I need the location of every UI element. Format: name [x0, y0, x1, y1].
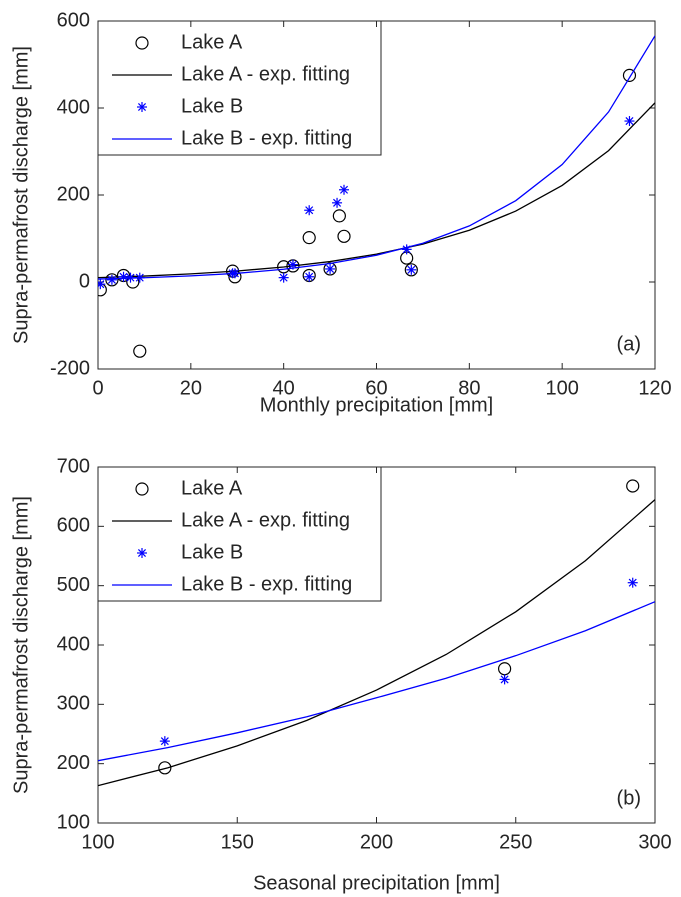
- y-axis-label: Supra-permafrost discharge [mm]: [10, 46, 32, 344]
- circle-marker: [302, 231, 316, 245]
- circle-marker: [332, 209, 346, 223]
- x-tick-label: 60: [365, 377, 387, 399]
- y-tick-label: 100: [57, 811, 90, 833]
- star-stroke: [98, 280, 105, 288]
- y-tick-label: 400: [57, 633, 90, 655]
- x-tick-label: 100: [545, 377, 578, 399]
- legend-label: Lake A: [181, 31, 243, 53]
- star-stroke: [628, 578, 637, 587]
- y-axis-label: Supra-permafrost discharge [mm]: [10, 496, 32, 794]
- x-tick-label: 250: [499, 831, 532, 853]
- star-marker: [304, 271, 315, 282]
- star-stroke: [305, 206, 314, 215]
- legend-label: Lake B - exp. fitting: [181, 573, 352, 595]
- y-tick-label: 600: [57, 515, 90, 537]
- circle-marker: [498, 662, 512, 676]
- legend-label: Lake A - exp. fitting: [181, 63, 350, 85]
- star-marker: [332, 197, 343, 208]
- star-stroke: [160, 737, 169, 746]
- fit-line: [98, 102, 655, 279]
- star-stroke: [279, 273, 288, 282]
- circle-marker: [622, 68, 637, 82]
- legend-box: [97, 20, 382, 156]
- star-marker: [325, 263, 336, 274]
- star-stroke: [500, 675, 509, 684]
- star-stroke: [407, 265, 416, 274]
- x-axis-label: Seasonal precipitation [mm]: [253, 872, 500, 894]
- x-tick-label: 40: [273, 377, 295, 399]
- x-tick-label: 200: [360, 831, 393, 853]
- circle-marker: [404, 263, 418, 277]
- legend-label: Lake B - exp. fitting: [181, 127, 352, 149]
- x-tick-label: 0: [92, 377, 103, 399]
- legend-marker: [135, 36, 149, 50]
- star-marker: [401, 244, 412, 255]
- annotation: (b): [617, 787, 641, 809]
- star-marker: [98, 279, 106, 290]
- plot: [98, 479, 655, 787]
- star-stroke: [625, 117, 634, 126]
- x-tick-label: 20: [180, 377, 202, 399]
- star-stroke: [137, 548, 147, 558]
- star-stroke: [288, 260, 297, 269]
- y-tick-label: 500: [57, 574, 90, 596]
- star-stroke: [326, 264, 335, 273]
- circle-marker: [105, 273, 119, 287]
- circle-marker: [626, 479, 640, 493]
- x-tick-label: 80: [458, 377, 480, 399]
- star-stroke: [137, 102, 147, 112]
- legend-marker: [135, 482, 149, 496]
- star-marker: [499, 674, 510, 685]
- legend-label: Lake A: [181, 477, 243, 499]
- x-axis-label: Monthly precipitation [mm]: [260, 394, 493, 416]
- legend: Lake A Lake A - exp. fitting Lake B Lake B …: [97, 466, 382, 602]
- star-marker: [406, 264, 417, 275]
- star-marker: [137, 548, 147, 558]
- fit-line: [98, 35, 655, 280]
- star-marker: [627, 577, 638, 588]
- star-stroke: [339, 185, 349, 194]
- panel: 100 150 200 250 300 100 200 300 400 500 600 700 Seas…: [10, 455, 671, 894]
- y-tick-label: 700: [57, 455, 90, 477]
- legend-label: Lake B: [181, 95, 243, 117]
- legend-label: Lake A - exp. fitting: [181, 509, 350, 531]
- star-marker: [106, 274, 117, 285]
- star-marker: [339, 184, 350, 195]
- legend-label: Lake B: [181, 541, 243, 563]
- star-marker: [137, 102, 147, 112]
- fit-line: [98, 601, 655, 762]
- star-stroke: [119, 272, 128, 281]
- y-tick-label: 200: [57, 752, 90, 774]
- star-marker: [159, 736, 170, 747]
- star-stroke: [333, 198, 342, 207]
- star-marker: [278, 272, 289, 283]
- y-tick-label: 200: [57, 183, 90, 205]
- y-tick-label: 300: [57, 693, 90, 715]
- x-tick-label: 100: [81, 831, 114, 853]
- x-tick-label: 120: [638, 377, 671, 399]
- y-tick-label: 0: [79, 270, 90, 292]
- star-marker: [304, 205, 315, 216]
- plot: [98, 35, 655, 358]
- y-tick-label: -200: [50, 357, 90, 379]
- legend-box: [97, 466, 382, 602]
- circle-marker: [133, 344, 147, 358]
- x-tick-label: 300: [638, 831, 671, 853]
- x-tick-label: 150: [221, 831, 254, 853]
- annotation: (a): [617, 333, 641, 355]
- legend: Lake A Lake A - exp. fitting Lake B Lake B …: [97, 20, 382, 156]
- star-stroke: [305, 272, 314, 281]
- circle-marker: [158, 761, 172, 775]
- star-marker: [624, 116, 635, 127]
- star-marker: [118, 271, 129, 282]
- circle-marker: [337, 229, 351, 243]
- fit-line: [98, 499, 655, 787]
- y-tick-label: 400: [57, 96, 90, 118]
- y-tick-label: 600: [57, 9, 90, 31]
- star-stroke: [107, 275, 116, 284]
